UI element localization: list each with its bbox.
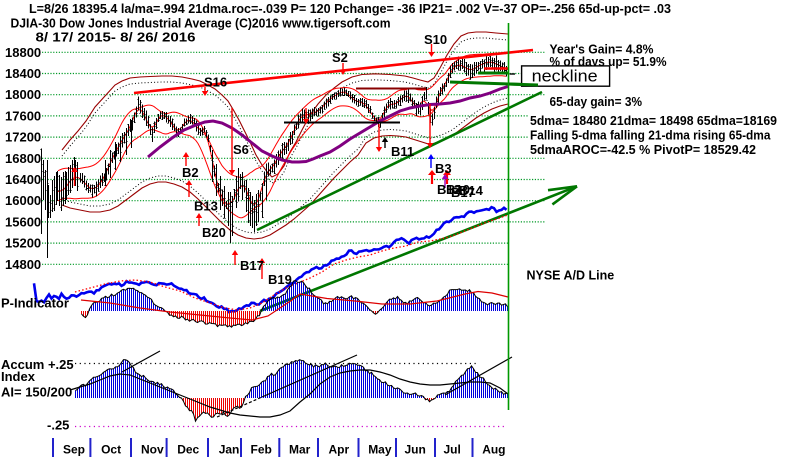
- svg-text:neckline: neckline: [532, 67, 598, 86]
- svg-text:Dec: Dec: [177, 443, 199, 457]
- svg-text:Feb: Feb: [251, 443, 272, 457]
- svg-text:Jun: Jun: [405, 443, 426, 457]
- svg-text:B20: B20: [202, 225, 226, 240]
- svg-text:B19: B19: [268, 272, 292, 287]
- svg-text:L=8/26 18395.4 la/ma=.994 21: L=8/26 18395.4 la/ma=.994 21dma.roc=-.03…: [29, 1, 671, 16]
- svg-text:18800: 18800: [5, 45, 41, 60]
- svg-text:B14: B14: [459, 183, 484, 198]
- svg-text:S16: S16: [204, 75, 227, 90]
- svg-text:B2: B2: [182, 165, 199, 180]
- svg-text:S6: S6: [233, 142, 249, 157]
- svg-text:May: May: [368, 443, 392, 457]
- svg-text:16000: 16000: [5, 193, 41, 208]
- svg-text:17600: 17600: [5, 108, 41, 123]
- svg-text:DJIA-30 Dow Jones Industrial: DJIA-30 Dow Jones Industrial Average (C)…: [11, 16, 391, 31]
- svg-text:15600: 15600: [5, 214, 41, 229]
- svg-text:65-day gain= 3%: 65-day gain= 3%: [550, 94, 643, 109]
- svg-text:B12: B12: [437, 182, 461, 197]
- svg-text:P-Indicator: P-Indicator: [1, 296, 69, 311]
- svg-text:18400: 18400: [5, 66, 41, 81]
- svg-text:Oct: Oct: [101, 443, 121, 457]
- svg-text:5dmaAROC=-42.5 % PivotP= 1852: 5dmaAROC=-42.5 % PivotP= 18529.42: [530, 142, 756, 157]
- svg-text:14800: 14800: [5, 257, 41, 272]
- svg-text:B10: B10: [446, 182, 470, 197]
- svg-text:B3: B3: [435, 161, 452, 176]
- svg-text:16400: 16400: [5, 172, 41, 187]
- svg-text:Nov: Nov: [141, 443, 164, 457]
- svg-text:Mar: Mar: [289, 443, 311, 457]
- svg-text:5dma= 18480 21dma= 18498 65dma: 5dma= 18480 21dma= 18498 65dma=18169: [530, 113, 777, 128]
- svg-text:15200: 15200: [5, 236, 41, 251]
- svg-text:8/ 17/ 2015- 8/ 26/ 2016: 8/ 17/ 2015- 8/ 26/ 2016: [36, 30, 196, 45]
- svg-text:Aug: Aug: [482, 443, 505, 457]
- svg-text:Sep: Sep: [63, 443, 85, 457]
- svg-text:17200: 17200: [5, 130, 41, 145]
- svg-text:-.25: -.25: [47, 418, 69, 433]
- svg-text:Apr: Apr: [329, 443, 350, 457]
- svg-text:16800: 16800: [5, 151, 41, 166]
- svg-text:S10: S10: [424, 32, 447, 47]
- svg-text:Jul: Jul: [444, 443, 461, 457]
- svg-text:Year's Gain= 4.8%: Year's Gain= 4.8%: [550, 42, 654, 57]
- svg-text:B13: B13: [194, 199, 218, 214]
- svg-text:B11: B11: [391, 144, 414, 159]
- svg-text:B17: B17: [240, 258, 264, 273]
- svg-text:B17: B17: [451, 185, 475, 200]
- svg-text:AI= 150/200: AI= 150/200: [1, 385, 72, 400]
- svg-text:Jan: Jan: [219, 443, 240, 457]
- svg-text:Accum +.25: Accum +.25: [1, 357, 74, 372]
- svg-text:Index: Index: [1, 369, 36, 384]
- svg-text:18000: 18000: [5, 87, 41, 102]
- svg-text:Falling 5-dma falling 21-dma: Falling 5-dma falling 21-dma rising 65-d…: [530, 128, 771, 143]
- svg-text:NYSE A/D Line: NYSE A/D Line: [527, 268, 615, 283]
- svg-text:S2: S2: [332, 50, 348, 65]
